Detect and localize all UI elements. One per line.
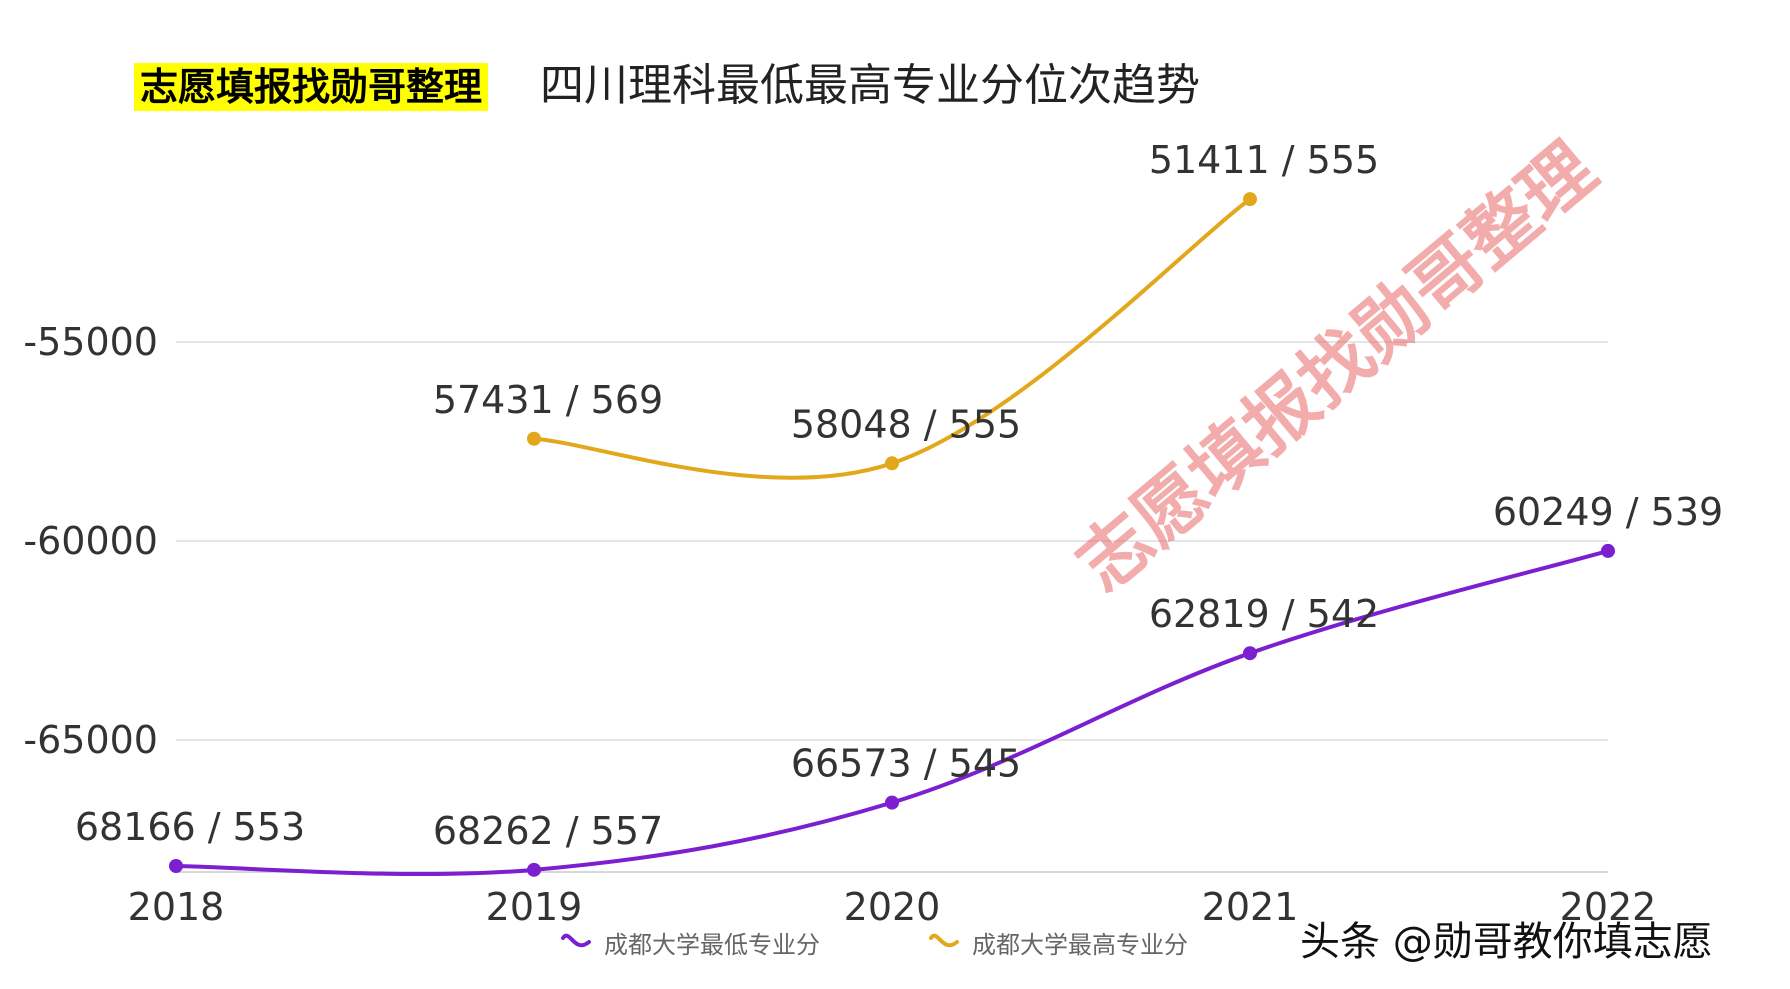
legend-line-icon <box>929 933 959 948</box>
legend-label-min: 成都大学最低专业分 <box>604 930 820 959</box>
x-tick-label: 2020 <box>844 885 941 929</box>
legend-label-max: 成都大学最高专业分 <box>972 930 1188 959</box>
data-label: 68262 / 557 <box>433 809 663 853</box>
x-tick-label: 2019 <box>486 885 583 929</box>
data-label: 68166 / 553 <box>75 805 305 849</box>
data-point[interactable] <box>527 431 541 446</box>
data-label: 51411 / 555 <box>1149 138 1379 182</box>
legend-line-icon <box>561 933 591 948</box>
x-tick-label: 2021 <box>1202 885 1299 929</box>
data-label: 66573 / 545 <box>791 742 1021 786</box>
data-label: 57431 / 569 <box>433 378 663 422</box>
legend-item-max[interactable]: 成都大学最高专业分 <box>928 922 1188 962</box>
x-tick-label: 2018 <box>128 885 225 929</box>
y-tick-label: -55000 <box>23 320 158 364</box>
highlight-label: 志愿填报找勋哥整理 <box>134 63 489 111</box>
x-axis-ticks: 2018 2019 2020 2021 2022 <box>128 885 1657 929</box>
data-point[interactable] <box>1243 192 1257 207</box>
data-labels: 68166 / 553 68262 / 557 66573 / 545 62819 /… <box>75 138 1723 853</box>
data-point[interactable] <box>885 795 899 810</box>
series-layer <box>169 192 1615 877</box>
legend-item-min[interactable]: 成都大学最低专业分 <box>560 922 820 962</box>
data-point[interactable] <box>527 862 541 877</box>
series-line-0 <box>175 548 1609 877</box>
data-label: 58048 / 555 <box>791 402 1021 446</box>
x-tick-label: 2022 <box>1560 885 1657 929</box>
y-axis-ticks: -55000 -60000 -65000 <box>23 320 158 762</box>
data-point[interactable] <box>1601 543 1615 558</box>
data-point[interactable] <box>169 859 183 874</box>
y-tick-label: -60000 <box>23 519 158 563</box>
data-point[interactable] <box>1243 646 1257 661</box>
data-point[interactable] <box>885 456 899 471</box>
chart-title: 四川理科最低最高专业分位次趋势 <box>540 60 1200 111</box>
y-tick-label: -65000 <box>23 718 158 762</box>
brand-caption: 头条 @勋哥教你填志愿 <box>1300 919 1713 965</box>
grid-lines <box>176 341 1608 873</box>
data-label: 60249 / 539 <box>1493 490 1723 534</box>
data-label: 62819 / 542 <box>1149 592 1379 636</box>
